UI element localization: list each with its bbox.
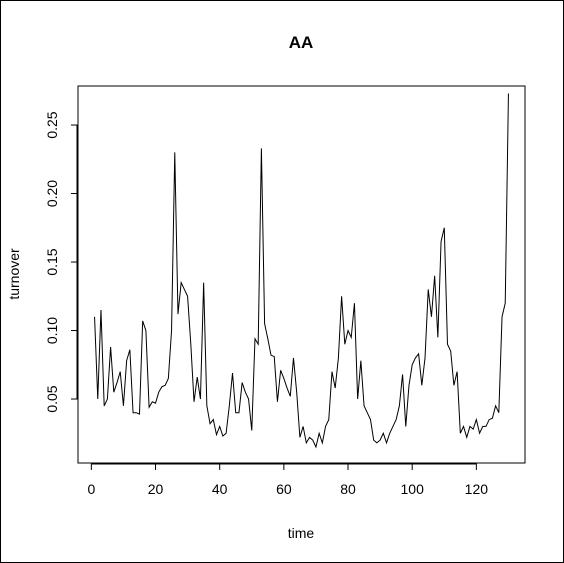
chart-title: AA	[289, 33, 314, 52]
x-axis-label: time	[288, 525, 315, 541]
data-line	[94, 93, 509, 449]
x-tick-label: 0	[87, 481, 95, 497]
x-tick-label: 80	[340, 481, 356, 497]
x-tick-label: 20	[148, 481, 164, 497]
y-tick-label: 0.25	[44, 111, 60, 138]
y-tick-label: 0.05	[44, 385, 60, 412]
y-tick-label: 0.20	[44, 180, 60, 207]
y-tick-label: 0.15	[44, 248, 60, 275]
x-tick-label: 120	[465, 481, 489, 497]
y-tick-label: 0.10	[44, 317, 60, 344]
y-axis-label: turnover	[6, 248, 22, 300]
plot-box	[77, 85, 526, 464]
x-tick-label: 40	[212, 481, 228, 497]
x-tick-label: 60	[276, 481, 292, 497]
x-tick-label: 100	[401, 481, 425, 497]
